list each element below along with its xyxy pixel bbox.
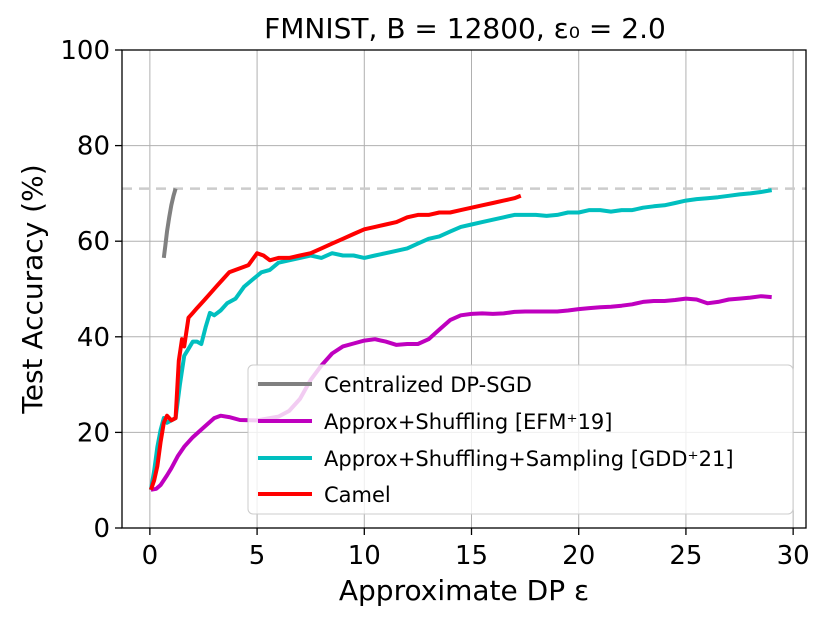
series-approx-shuffling [150, 294, 772, 492]
series-centralized-dp-sgd [161, 188, 178, 259]
y-tick-label: 100 [60, 36, 110, 66]
y-tick-label: 80 [77, 132, 110, 162]
x-tick-label: 0 [142, 541, 159, 571]
legend-label-camel: Camel [324, 483, 391, 507]
x-axis-label: Approximate DP ε [339, 574, 589, 607]
x-tick-label: 20 [562, 541, 595, 571]
y-tick-label: 20 [77, 418, 110, 448]
x-tick-label: 15 [455, 541, 488, 571]
y-axis-label: Test Accuracy (%) [16, 164, 49, 414]
y-axis: 0 20 40 60 80 100 [60, 36, 122, 544]
series-approx-shuffling-sampling [148, 188, 773, 491]
x-tick-label: 30 [777, 541, 810, 571]
legend: Centralized DP-SGD Approx+Shuffling [EFM… [247, 364, 794, 515]
x-tick-label: 25 [669, 541, 702, 571]
y-tick-label: 40 [77, 323, 110, 353]
legend-label-approx-shuffling-sampling: Approx+Shuffling+Sampling [GDD⁺21] [324, 447, 734, 471]
x-tick-label: 10 [348, 541, 381, 571]
series-camel [149, 193, 522, 491]
legend-label-centralized: Centralized DP-SGD [324, 373, 532, 397]
series-group [148, 188, 773, 492]
y-tick-label: 60 [77, 227, 110, 257]
x-axis: 0 5 10 15 20 25 30 [142, 528, 810, 571]
legend-label-approx-shuffling: Approx+Shuffling [EFM⁺19] [324, 410, 612, 434]
x-tick-label: 5 [249, 541, 266, 571]
plot-frame [121, 49, 807, 529]
y-tick-label: 0 [93, 514, 110, 544]
legend-box [247, 364, 794, 515]
chart-title: FMNIST, B = 12800, ε₀ = 2.0 [264, 12, 666, 45]
